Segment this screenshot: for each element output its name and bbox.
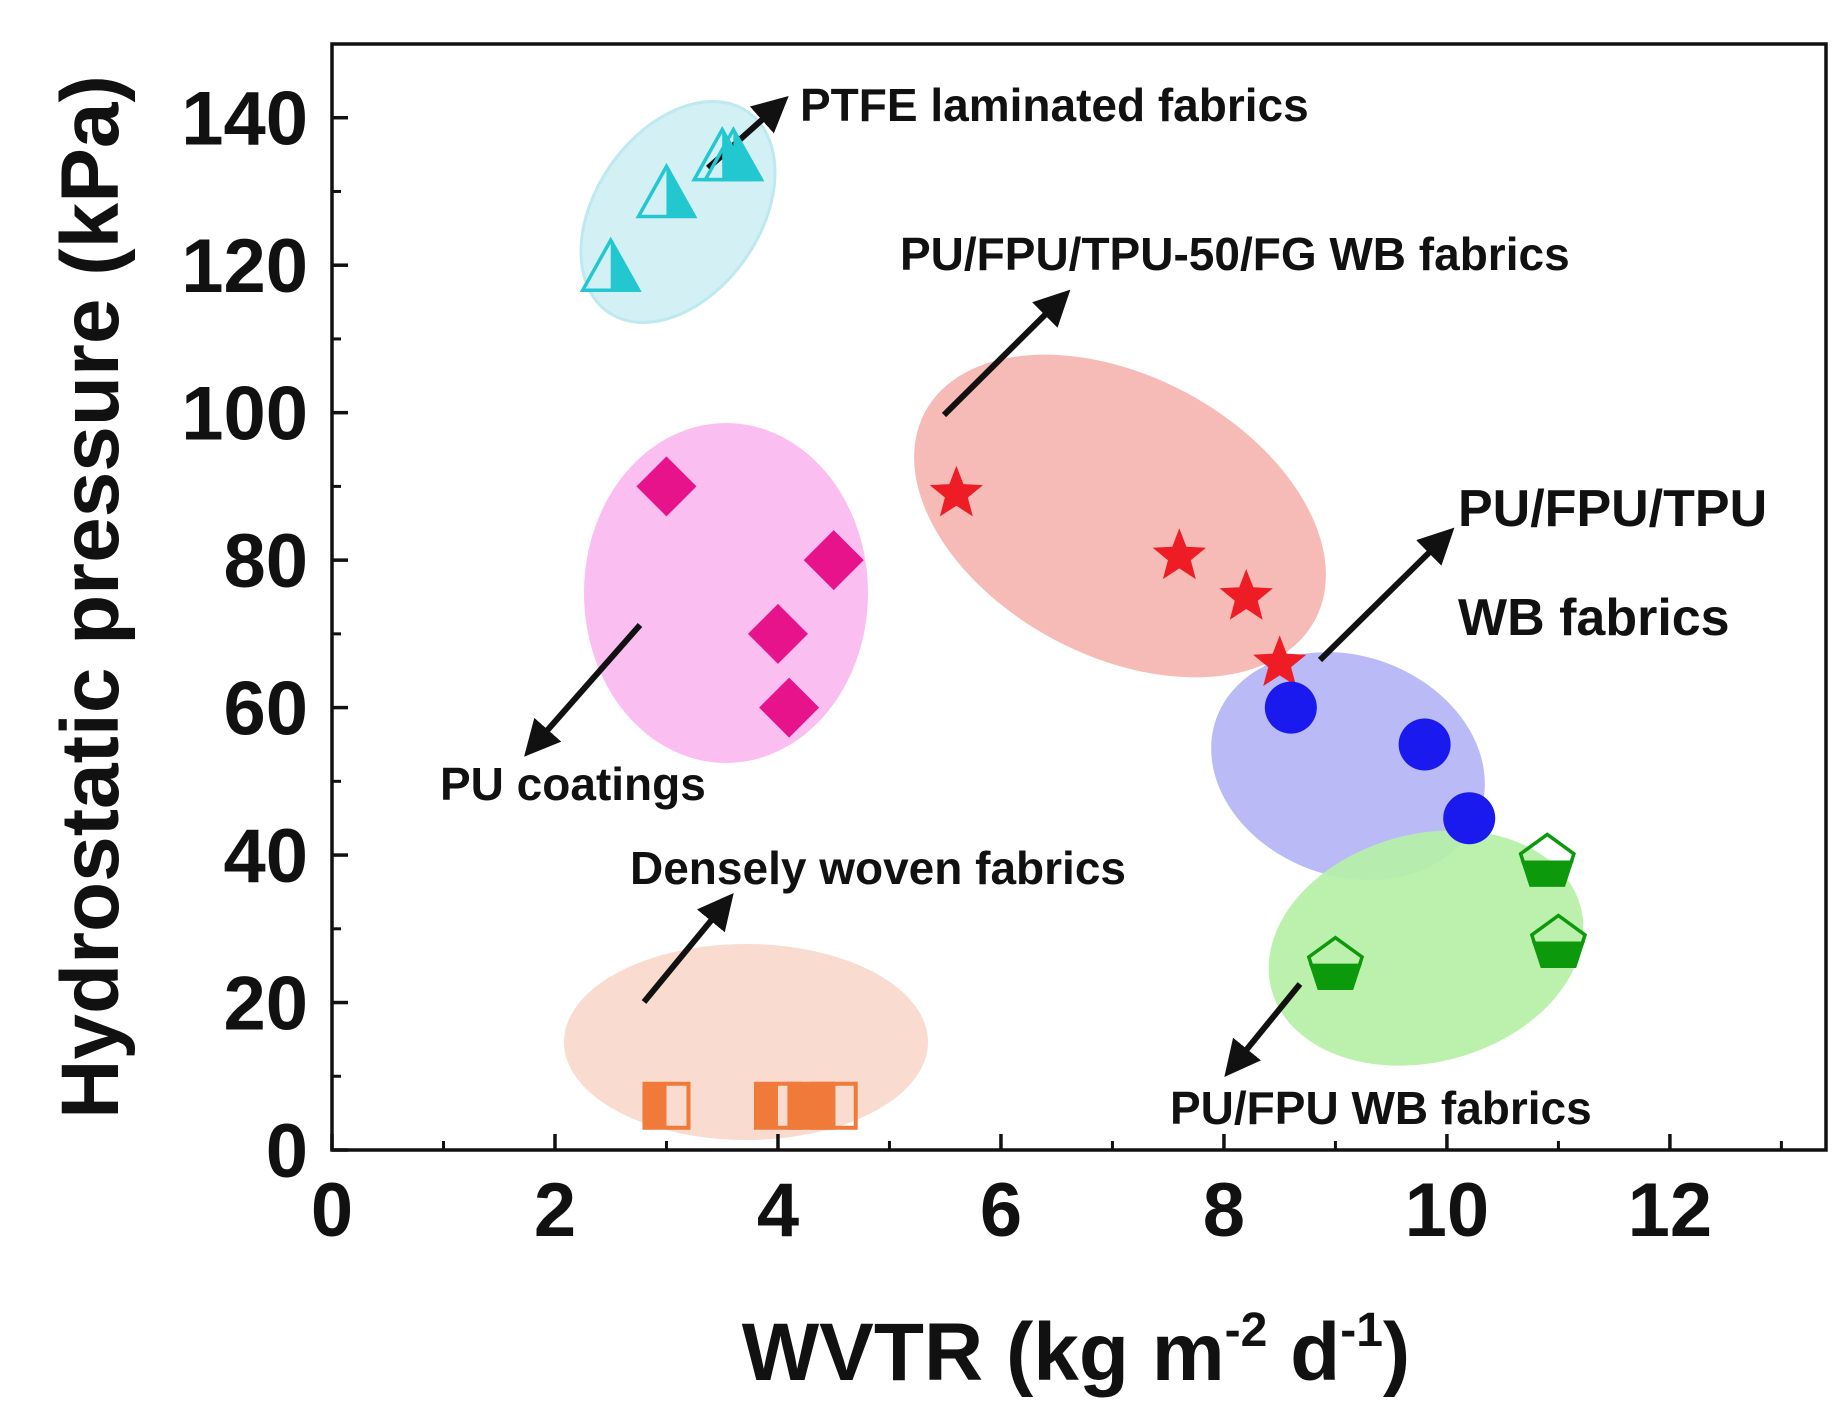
arrow-tpu50 (941, 289, 1071, 418)
label-tpu-line1: PU/FPU/TPU (1458, 480, 1767, 538)
arrow-pu-coatings (524, 623, 643, 757)
x-axis-title: WVTR (kg m-2 d-1) (742, 1304, 1410, 1398)
circle-marker (1443, 792, 1496, 845)
x-tick-label: 8 (1203, 1168, 1245, 1253)
region-pu-fpu-wb-fabrics (1268, 830, 1584, 1066)
x-axis-title-sup2: -1 (1340, 1304, 1383, 1357)
x-tick-label: 10 (1405, 1168, 1490, 1253)
plot-frame (330, 42, 1828, 1152)
point-half-pentagon (1529, 913, 1588, 968)
diamond-marker (747, 603, 808, 664)
point-half-square (809, 1081, 858, 1130)
point-star (929, 465, 983, 517)
point-half-pentagon (1306, 935, 1365, 991)
pentagon-marker-fill (1520, 860, 1574, 886)
x-tick-label: 4 (757, 1168, 799, 1253)
point-star (1253, 635, 1307, 686)
point-circle (1443, 792, 1496, 845)
pentagon-marker-outline (1306, 935, 1365, 991)
circle-marker (1398, 718, 1451, 771)
point-diamond (636, 456, 697, 517)
star-marker (1219, 569, 1273, 620)
y-tick-label: 100 (181, 372, 308, 457)
point-diamond (803, 530, 864, 591)
y-tick-label: 80 (223, 519, 308, 604)
point-star (1152, 528, 1206, 580)
label-pufpu: PU/FPU WB fabrics (1170, 1082, 1592, 1134)
diamond-marker (803, 530, 864, 591)
point-star (1219, 569, 1273, 620)
pentagon-marker-fill (1308, 963, 1363, 989)
annotation-arrows (524, 96, 1455, 1077)
y-tick-label: 0 (266, 1109, 308, 1194)
triangle-marker-outline (635, 162, 698, 219)
arrow-tpu (1317, 527, 1455, 663)
pentagon-marker-outline (1529, 913, 1588, 968)
point-half-triangle (702, 126, 765, 182)
x-axis-title-end: ) (1383, 1307, 1410, 1398)
label-pu-coatings: PU coatings (440, 758, 706, 810)
y-tick-label: 20 (223, 962, 308, 1047)
y-tick-label: 140 (181, 77, 308, 162)
point-half-triangle (635, 162, 698, 219)
x-tick-label: 0 (311, 1168, 353, 1253)
y-tick-label: 60 (223, 667, 308, 752)
circle-marker (1264, 681, 1317, 734)
point-diamond (759, 677, 820, 738)
arrow-densely (641, 893, 734, 1004)
square-marker-fill (811, 1083, 834, 1128)
data-points (579, 126, 1588, 1130)
square-marker-fill (644, 1083, 667, 1128)
y-axis-title: Hydrostatic pressure (kPa) (45, 75, 136, 1119)
diamond-marker (636, 456, 697, 517)
diamond-marker (759, 677, 820, 738)
label-tpu-line2: WB fabrics (1458, 589, 1730, 647)
square-marker-outline (809, 1081, 858, 1130)
label-tpu50: PU/FPU/TPU-50/FG WB fabrics (900, 228, 1570, 280)
star-marker (929, 465, 983, 517)
point-diamond (747, 603, 808, 664)
region-pu-fpu-tpu-50-fg-wb-fabrics (914, 354, 1326, 678)
pentagon-marker-fill (1531, 941, 1586, 967)
arrow-pufpu (1224, 982, 1303, 1077)
x-tick-label: 2 (534, 1168, 576, 1253)
square-marker-fill (755, 1083, 778, 1128)
triangle-marker-outline (702, 126, 765, 182)
point-half-square (642, 1081, 691, 1130)
y-tick-label: 120 (181, 224, 308, 309)
cluster-regions (564, 100, 1584, 1140)
point-circle (1264, 681, 1317, 734)
y-tick-label: 40 (223, 814, 308, 899)
pentagon-marker-outline (1518, 832, 1576, 887)
point-circle (1398, 718, 1451, 771)
square-marker-fill (789, 1083, 812, 1128)
point-half-triangle (579, 236, 642, 292)
square-marker-outline (642, 1081, 691, 1130)
triangle-marker-outline (579, 236, 642, 292)
x-axis-title-sup1: -2 (1225, 1304, 1268, 1357)
region-pu-coatings (584, 423, 868, 763)
x-tick-label: 6 (980, 1168, 1022, 1253)
label-densely: Densely woven fabrics (630, 842, 1126, 894)
arrow-ptfe (706, 96, 789, 171)
star-marker (1152, 528, 1206, 580)
label-ptfe: PTFE laminated fabrics (800, 79, 1309, 131)
region-densely-woven-fabrics (564, 944, 928, 1140)
star-marker (1253, 635, 1307, 686)
point-half-pentagon (1518, 832, 1576, 887)
x-tick-label: 12 (1628, 1168, 1713, 1253)
x-axis-title-main: WVTR (kg m (742, 1307, 1225, 1398)
x-axis-title-mid: d (1267, 1307, 1340, 1398)
